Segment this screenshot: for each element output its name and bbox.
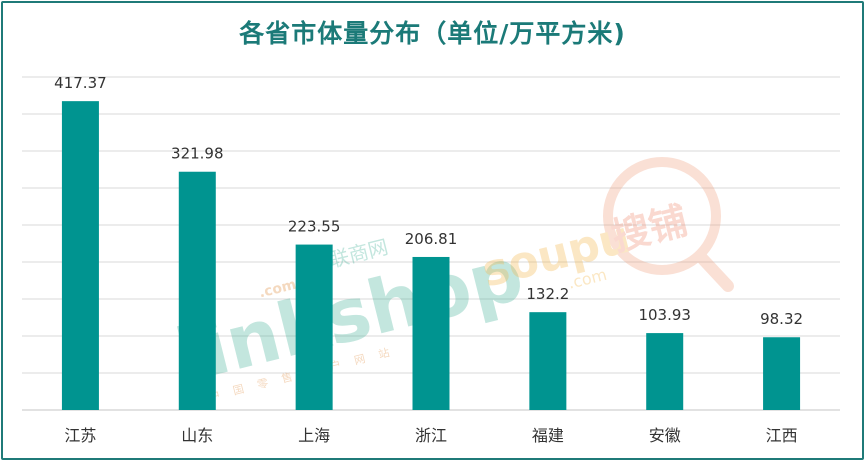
value-label-1: 321.98	[171, 145, 224, 163]
category-label-1: 山东	[181, 426, 213, 445]
bars	[61, 101, 801, 410]
chart-title: 各省市体量分布（单位/万平方米)	[239, 19, 626, 48]
category-label-3: 浙江	[415, 426, 447, 445]
bar-0	[61, 101, 99, 410]
category-label-5: 安徽	[649, 426, 681, 445]
category-labels: 江苏 山东 上海 浙江 福建 安徽 江西	[64, 426, 797, 445]
bar-4	[529, 312, 567, 410]
soupu-magnifier-icon	[603, 157, 721, 275]
soupu-watermark: soupu .com 搜铺	[477, 157, 734, 297]
bar-6	[763, 337, 801, 410]
value-label-6: 98.32	[760, 310, 803, 328]
soupu-watermark-cn: 搜铺	[607, 198, 691, 259]
bar-2	[295, 244, 333, 410]
category-label-4: 福建	[532, 426, 564, 445]
category-label-6: 江西	[766, 426, 798, 445]
bar-5	[646, 333, 684, 410]
category-label-2: 上海	[298, 426, 330, 445]
category-label-0: 江苏	[64, 426, 96, 445]
value-label-4: 132.2	[526, 285, 569, 303]
value-label-0: 417.37	[54, 74, 107, 92]
linkshop-watermark: linkshop .com 联商网 中国零售门户网站	[168, 231, 531, 404]
value-labels: 417.37 321.98 223.55 206.81 132.2 103.93 98.32	[54, 74, 803, 328]
value-label-5: 103.93	[638, 306, 691, 324]
bar-1	[178, 171, 216, 410]
soupu-magnifier-handle	[694, 250, 734, 292]
value-label-3: 206.81	[405, 230, 458, 248]
bar-3	[412, 256, 450, 410]
value-label-2: 223.55	[288, 218, 341, 236]
